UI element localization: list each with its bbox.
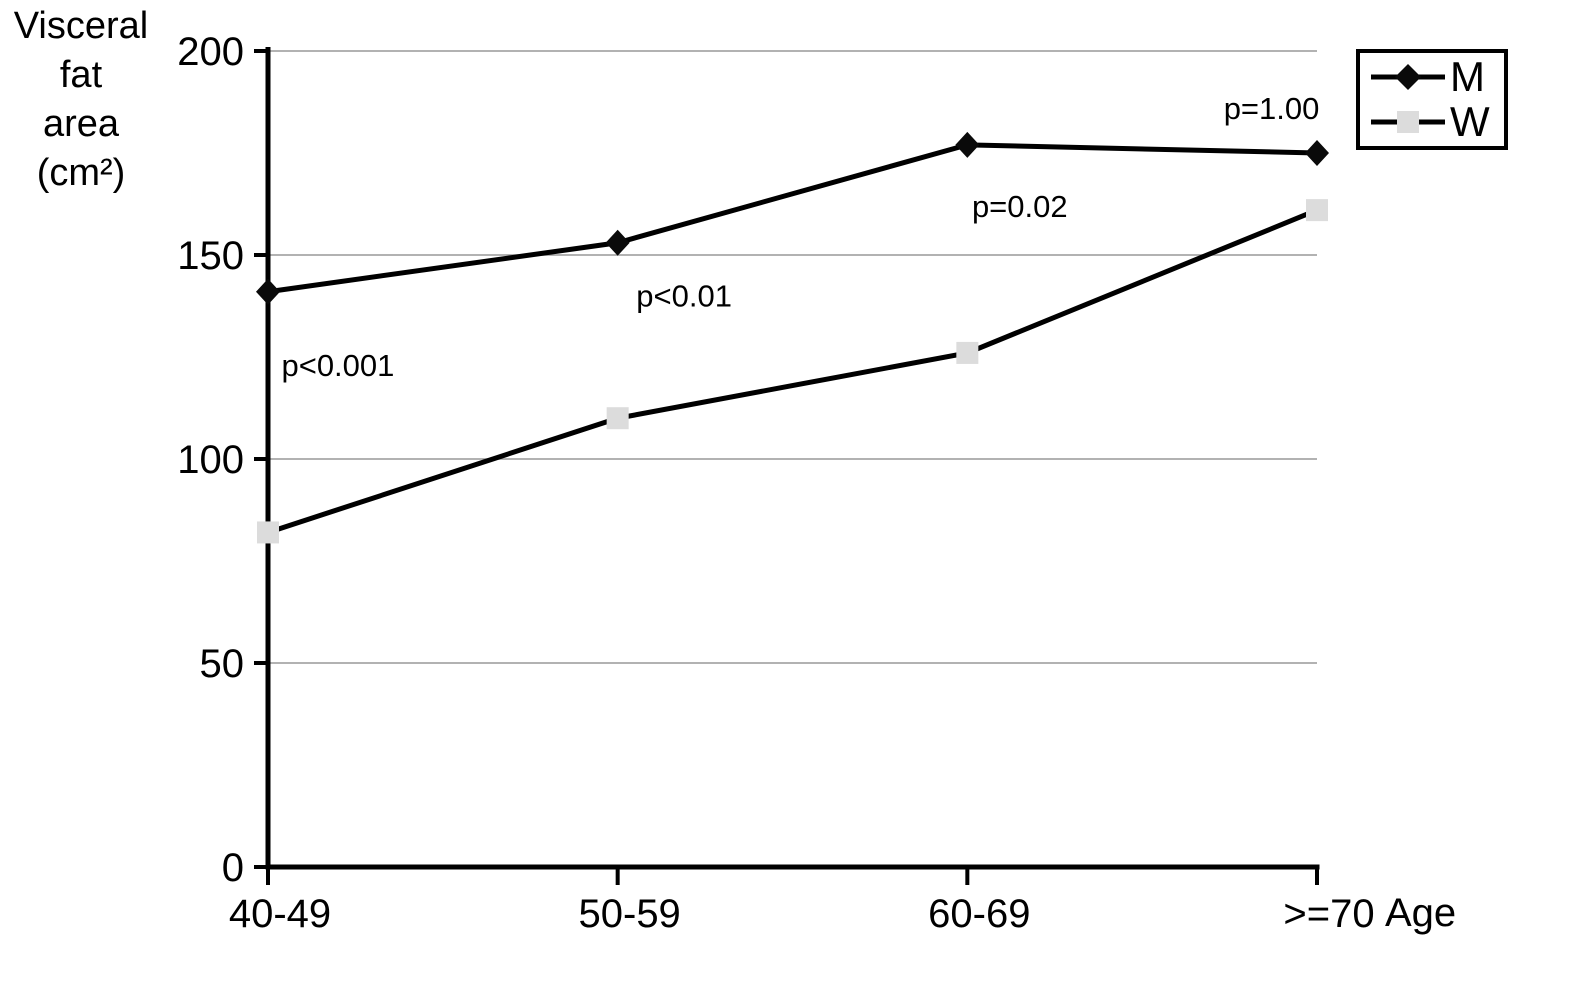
- y-tick-label: 100: [177, 438, 244, 482]
- x-axis-title: Age: [1385, 891, 1457, 935]
- data-point-m-50-59: [605, 229, 630, 256]
- x-tick-label: 60-69: [928, 892, 1030, 936]
- data-point-w->=70: [1306, 199, 1328, 222]
- annotation-p-value: p=0.02: [972, 189, 1068, 224]
- y-axis-title-line: Visceral: [13, 5, 149, 47]
- y-tick-label: 50: [200, 642, 245, 686]
- series-line-m: [267, 142, 1318, 295]
- m-series-line-marker-icon: [1371, 64, 1445, 90]
- y-tick-label: 200: [177, 30, 244, 74]
- legend-item-m: M: [1368, 56, 1500, 98]
- legend-item-w: W: [1368, 101, 1500, 143]
- data-point-m-60-69: [955, 131, 980, 158]
- x-tick-label: 50-59: [579, 892, 681, 936]
- y-axis-title-line: area: [42, 103, 120, 145]
- annotation-p-value: p<0.01: [636, 279, 732, 314]
- data-point-m->=70: [1305, 140, 1329, 166]
- legend: M W: [1356, 49, 1508, 150]
- y-axis-title-line: fat: [59, 54, 103, 96]
- y-tick-label: 150: [177, 234, 244, 278]
- legend-label-w: W: [1450, 98, 1490, 145]
- data-point-w-50-59: [606, 407, 629, 430]
- annotation-p-value: p<0.001: [281, 348, 394, 383]
- x-tick-label: >=70: [1283, 892, 1374, 936]
- y-axis-title-line: (cm²): [36, 152, 126, 194]
- annotation-p-value: p=1.00: [1224, 91, 1320, 126]
- x-tick-label: 40-49: [229, 892, 331, 936]
- series-line-w: [267, 207, 1318, 535]
- data-point-w-40-49: [257, 521, 279, 544]
- data-point-w-60-69: [956, 341, 979, 364]
- data-point-m-40-49: [256, 278, 280, 305]
- legend-label-m: M: [1450, 53, 1485, 100]
- y-tick-label: 0: [222, 846, 244, 890]
- y-axis-title: Visceral fat area (cm²): [0, 2, 162, 198]
- w-series-line-marker-icon: [1371, 111, 1445, 133]
